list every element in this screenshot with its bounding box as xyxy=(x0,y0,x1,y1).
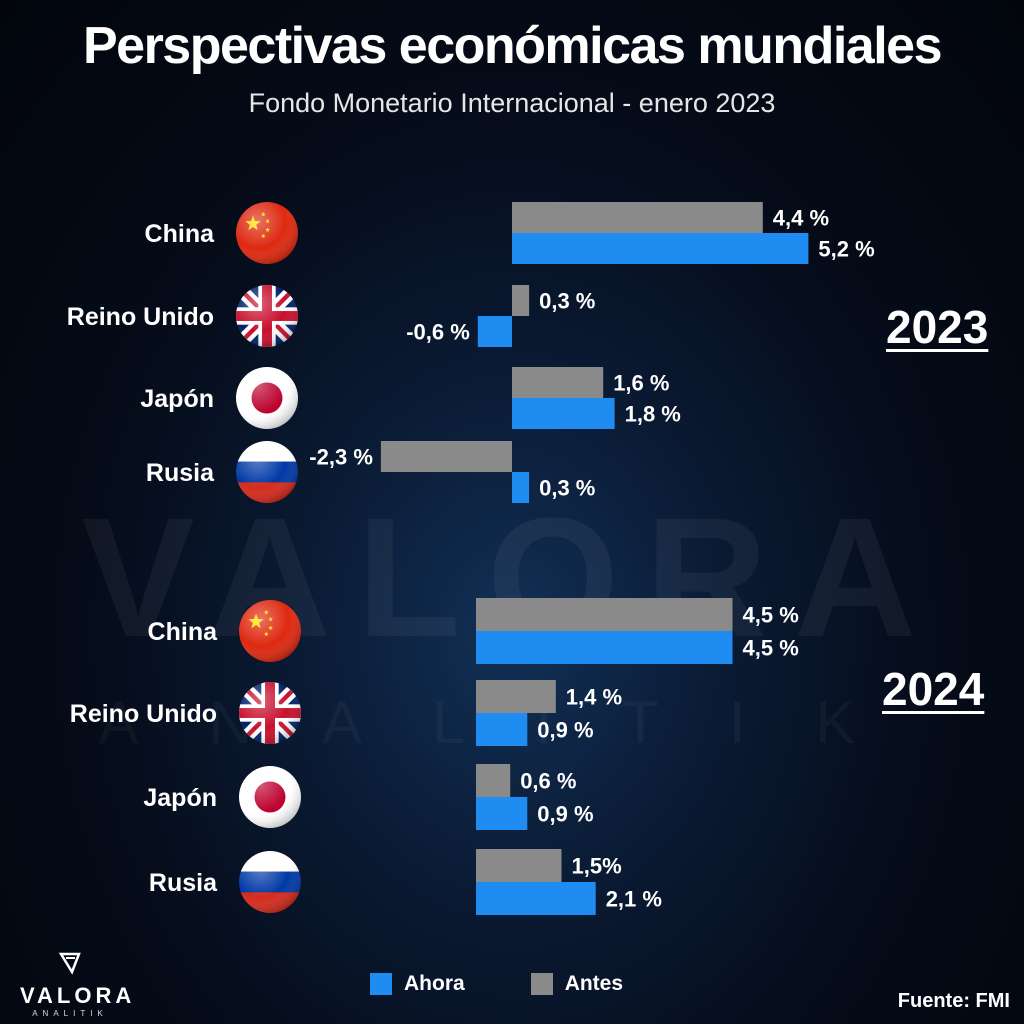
value-label: 2,1 % xyxy=(606,887,662,912)
country-label: China xyxy=(145,220,216,248)
value-label: 4,5 % xyxy=(743,603,799,628)
legend-item-now: Ahora xyxy=(370,972,465,996)
country-label: Rusia xyxy=(146,459,215,487)
bar-now xyxy=(512,398,615,429)
logo-name: VALORA xyxy=(20,983,136,1008)
value-label: -2,3 % xyxy=(309,445,373,470)
bar-before xyxy=(380,441,512,472)
country-label: Japón xyxy=(143,784,217,812)
year-label-2024: 2024 xyxy=(882,663,985,715)
value-label: 5,2 % xyxy=(818,237,874,262)
bar-before xyxy=(476,598,733,631)
legend-item-before: Antes xyxy=(530,972,624,996)
page-title: Perspectivas económicas mundiales xyxy=(82,17,943,75)
bar-now xyxy=(476,882,596,915)
legend-label-now: Ahora xyxy=(404,972,465,995)
value-label: 1,4 % xyxy=(566,685,622,710)
uk-flag-icon xyxy=(239,682,301,744)
year-label-2023: 2023 xyxy=(886,301,989,353)
value-label: 4,5 % xyxy=(743,636,799,661)
bar-now xyxy=(476,797,528,830)
bar-before xyxy=(476,764,511,797)
china-flag-icon xyxy=(236,202,298,264)
country-label: Japón xyxy=(140,385,214,413)
legend: Ahora Antes xyxy=(370,972,689,996)
bar-before xyxy=(512,285,530,316)
value-label: 1,8 % xyxy=(625,402,681,427)
value-label: 0,3 % xyxy=(539,289,595,314)
value-label: 0,9 % xyxy=(537,802,593,827)
bar-now xyxy=(512,233,809,264)
bar-before xyxy=(476,849,562,882)
country-label: China xyxy=(148,618,219,646)
japan-flag-icon xyxy=(239,766,301,828)
value-label: -0,6 % xyxy=(406,320,470,345)
value-label: 0,6 % xyxy=(520,769,576,794)
bar-now xyxy=(477,316,512,347)
country-label: Rusia xyxy=(149,869,218,897)
value-label: 1,5% xyxy=(572,854,622,879)
source-note: Fuente: FMI xyxy=(897,990,1010,1012)
legend-swatch-before xyxy=(530,973,553,995)
legend-label-before: Antes xyxy=(564,972,624,995)
uk-flag-icon xyxy=(236,285,298,347)
russia-flag-icon xyxy=(239,851,301,913)
bar-before xyxy=(512,367,604,398)
valora-logo: VALORA ANALITIK xyxy=(20,950,136,1018)
china-flag-icon xyxy=(239,600,301,662)
bar-now xyxy=(512,472,530,503)
value-label: 1,6 % xyxy=(613,371,669,396)
value-label: 0,3 % xyxy=(539,476,595,501)
bar-now xyxy=(476,631,733,664)
russia-flag-icon xyxy=(236,441,298,503)
bar-before xyxy=(476,680,556,713)
value-label: 4,4 % xyxy=(773,206,829,231)
logo-sub: ANALITIK xyxy=(32,1009,108,1018)
page-subtitle: Fondo Monetario Internacional - enero 20… xyxy=(248,88,776,118)
legend-swatch-now xyxy=(370,973,392,995)
value-label: 0,9 % xyxy=(537,718,593,743)
japan-flag-icon xyxy=(236,367,298,429)
country-label: Reino Unido xyxy=(70,700,217,728)
bar-before xyxy=(512,202,763,233)
bar-now xyxy=(476,713,528,746)
valora-logo-icon xyxy=(58,952,81,975)
country-label: Reino Unido xyxy=(67,303,214,331)
